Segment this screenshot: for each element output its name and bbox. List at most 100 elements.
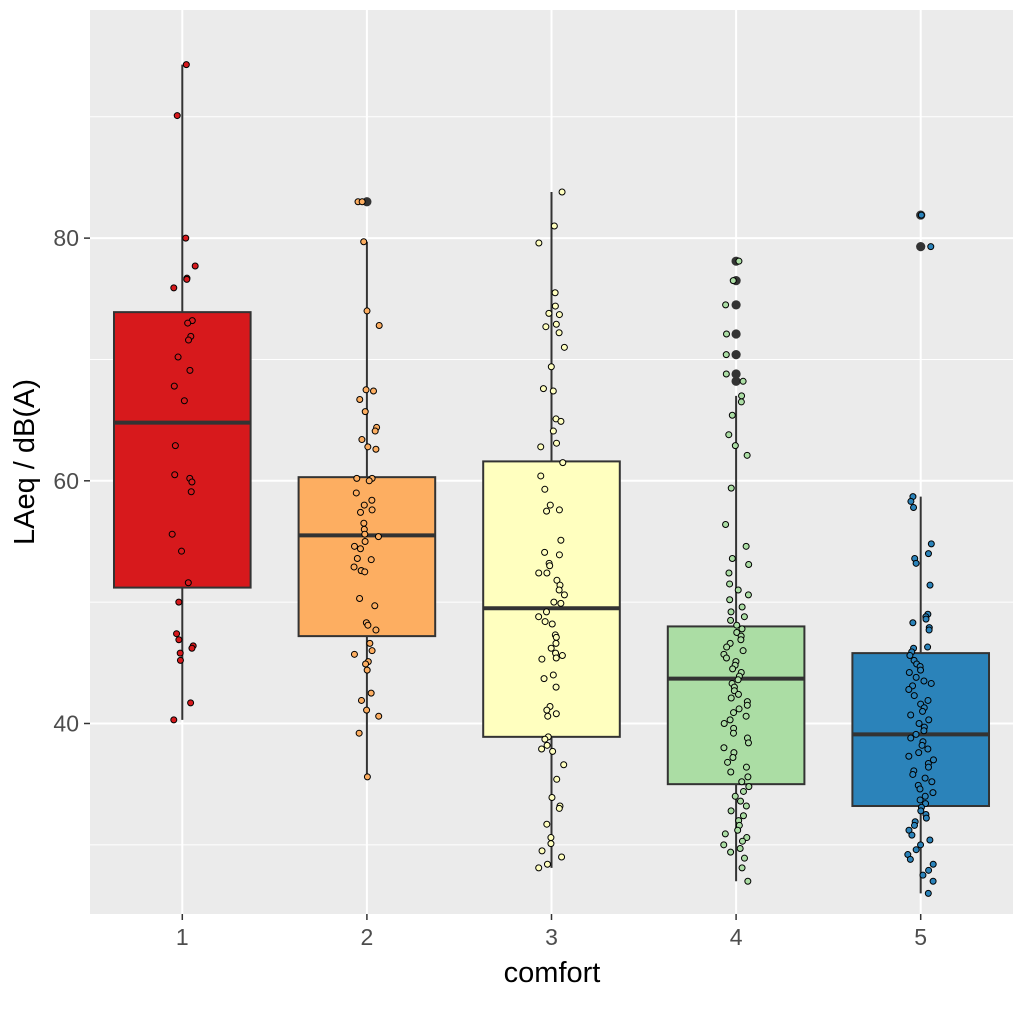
data-point xyxy=(538,745,546,753)
data-point xyxy=(170,716,178,724)
data-point xyxy=(727,484,735,492)
data-point xyxy=(541,618,549,626)
data-point xyxy=(374,533,382,541)
data-point xyxy=(728,411,736,419)
data-point xyxy=(558,652,566,660)
data-point xyxy=(543,569,551,577)
data-point xyxy=(553,775,561,783)
data-point xyxy=(907,711,915,719)
data-point xyxy=(184,579,192,587)
data-point xyxy=(358,436,366,444)
data-point xyxy=(722,301,730,309)
box-1 xyxy=(112,64,252,720)
data-point xyxy=(368,506,376,514)
data-point xyxy=(182,61,190,69)
data-point xyxy=(921,774,929,782)
data-point xyxy=(920,677,928,685)
data-point xyxy=(737,797,745,805)
data-point xyxy=(550,222,558,230)
data-point xyxy=(909,770,917,778)
data-point xyxy=(549,671,557,679)
data-point xyxy=(555,329,563,337)
data-point xyxy=(547,644,555,652)
data-point xyxy=(726,580,734,588)
data-point xyxy=(363,773,371,781)
data-point xyxy=(910,692,918,700)
outlier-point xyxy=(731,376,741,386)
data-point xyxy=(720,841,728,849)
data-point xyxy=(175,598,183,606)
data-point xyxy=(729,665,737,673)
data-point xyxy=(745,783,753,791)
x-tick-label: 3 xyxy=(545,924,558,950)
box-2 xyxy=(297,197,437,777)
data-point xyxy=(734,826,742,834)
data-point xyxy=(180,397,188,405)
data-point xyxy=(912,846,920,854)
data-point xyxy=(742,712,750,720)
data-point xyxy=(924,643,932,651)
data-point xyxy=(173,630,181,638)
data-point xyxy=(183,275,191,283)
data-point xyxy=(745,561,753,569)
data-point xyxy=(560,343,568,351)
data-point xyxy=(171,442,179,450)
data-point xyxy=(907,734,915,742)
data-point xyxy=(926,836,934,844)
data-point xyxy=(557,417,565,425)
data-point xyxy=(535,239,543,247)
data-point xyxy=(367,689,375,697)
data-point xyxy=(738,778,746,786)
data-point xyxy=(363,307,371,315)
data-point xyxy=(906,855,914,863)
data-point xyxy=(356,545,364,553)
data-point xyxy=(907,497,915,505)
data-point xyxy=(929,860,937,868)
data-point xyxy=(369,387,377,395)
data-point xyxy=(739,377,747,385)
data-point xyxy=(927,243,935,251)
data-point xyxy=(920,727,928,735)
data-point xyxy=(924,763,932,771)
outlier-point xyxy=(731,369,741,379)
data-point xyxy=(733,621,741,629)
data-point xyxy=(729,729,737,737)
data-point xyxy=(729,753,737,761)
data-point xyxy=(730,709,738,717)
data-point xyxy=(922,814,930,822)
data-point xyxy=(720,719,728,727)
data-point xyxy=(549,427,557,435)
data-point xyxy=(929,789,937,797)
data-point xyxy=(364,621,372,629)
data-point xyxy=(356,595,364,603)
data-point xyxy=(176,656,184,664)
data-point xyxy=(912,559,920,567)
data-point xyxy=(727,807,735,815)
data-point xyxy=(739,647,747,655)
outlier-point xyxy=(731,300,741,310)
data-point xyxy=(729,277,737,285)
data-point xyxy=(739,787,747,795)
data-point xyxy=(537,443,545,451)
data-point xyxy=(368,496,376,504)
data-point xyxy=(738,392,746,400)
data-point xyxy=(362,386,370,394)
data-point xyxy=(186,366,194,374)
data-point xyxy=(721,830,729,838)
data-point xyxy=(535,613,543,621)
data-point xyxy=(171,471,179,479)
data-point xyxy=(552,639,560,647)
data-point xyxy=(925,716,933,724)
data-point xyxy=(188,644,196,652)
data-point xyxy=(375,321,383,329)
data-point xyxy=(738,603,746,611)
data-point xyxy=(543,820,551,828)
y-tick-label: 80 xyxy=(53,225,79,251)
data-point xyxy=(176,649,184,657)
data-point xyxy=(725,569,733,577)
data-point xyxy=(357,696,365,704)
data-point xyxy=(541,735,549,743)
data-point xyxy=(555,586,563,594)
data-point xyxy=(555,804,563,812)
